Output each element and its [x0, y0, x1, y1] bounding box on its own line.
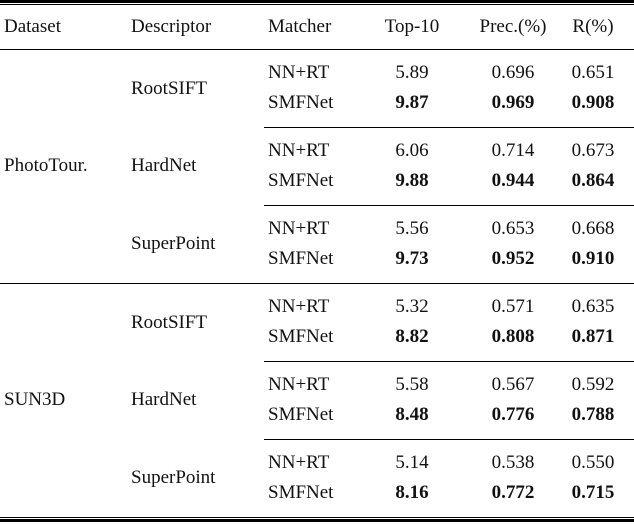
cell-matcher: NN+RT [268, 217, 330, 239]
table-row: SMFNet 9.87 0.969 0.908 [0, 87, 634, 128]
table-row: PhotoTour. RootSIFT NN+RT 5.89 0.696 0.651 [0, 49, 634, 284]
cell-r: 0.550 [571, 451, 615, 473]
cell-prec: 0.571 [491, 295, 535, 317]
cell-r: 0.908 [552, 87, 634, 128]
cell-prec: 0.567 [491, 373, 535, 395]
cell-prec: 0.808 [474, 321, 552, 362]
cell-matcher: NN+RT [268, 373, 330, 395]
bottom-rule-thin [0, 516, 634, 518]
header-row: Dataset Descriptor Matcher Top-10 Prec.(… [0, 5, 634, 50]
column-header-descriptor: Descriptor [131, 15, 212, 37]
cell-prec: 0.952 [474, 243, 552, 284]
cell-r: 0.673 [571, 139, 615, 161]
cell-prec: 0.696 [491, 61, 535, 83]
cell-top10: 9.88 [350, 165, 474, 206]
cell-descriptor: RootSIFT [131, 311, 208, 333]
cell-r: 0.592 [571, 373, 615, 395]
cell-matcher: SMFNet [264, 87, 350, 128]
cell-matcher: SMFNet [264, 165, 350, 206]
column-header-r: R(%) [572, 15, 614, 37]
top-rule-thin [0, 3, 634, 5]
cell-r: 0.651 [571, 61, 615, 83]
column-header-matcher: Matcher [268, 15, 332, 37]
cell-descriptor: SuperPoint [131, 467, 216, 489]
bottom-rule-thick [0, 518, 634, 522]
cell-prec: 0.969 [474, 87, 552, 128]
table-row: HardNet NN+RT 6.06 0.714 0.673 [0, 127, 634, 177]
cell-matcher: SMFNet [264, 399, 350, 440]
cell-top10: 9.87 [350, 87, 474, 128]
cell-matcher: SMFNet [268, 481, 334, 503]
cell-matcher: SMFNet [264, 321, 350, 362]
cell-top10: 8.48 [350, 399, 474, 440]
table-row: SMFNet 9.73 0.952 0.910 [0, 243, 634, 284]
table-row: SMFNet 8.48 0.776 0.788 [0, 399, 634, 440]
cell-prec: 0.538 [491, 451, 535, 473]
cell-prec: 0.772 [491, 481, 535, 503]
cell-r: 0.864 [552, 165, 634, 206]
cell-prec: 0.653 [491, 217, 535, 239]
cell-descriptor: SuperPoint [126, 205, 264, 284]
cell-matcher: NN+RT [268, 451, 330, 473]
table-row: SMFNet 9.88 0.944 0.864 [0, 165, 634, 206]
table-row: SMFNet 8.16 0.772 0.715 [0, 478, 634, 517]
top-rule-gap [0, 2, 634, 4]
cell-top10: 5.56 [395, 217, 429, 239]
cell-top10: 8.82 [350, 321, 474, 362]
cell-top10: 5.32 [395, 295, 429, 317]
cell-prec: 0.944 [474, 165, 552, 206]
cell-top10: 9.73 [350, 243, 474, 284]
cell-matcher: SMFNet [264, 243, 350, 284]
cell-top10: 5.14 [395, 451, 429, 473]
top-rule-thick [0, 0, 634, 3]
cell-r: 0.871 [552, 321, 634, 362]
cell-dataset: PhotoTour. [0, 49, 126, 284]
cell-matcher: NN+RT [268, 61, 330, 83]
cell-descriptor: HardNet [131, 389, 197, 411]
table-row: SMFNet 8.82 0.808 0.871 [0, 321, 634, 362]
cell-top10: 6.06 [395, 139, 429, 161]
table-row: HardNet NN+RT 5.58 0.567 0.592 [0, 361, 634, 411]
cell-r: 0.668 [571, 217, 615, 239]
cell-r: 0.635 [571, 295, 615, 317]
cell-descriptor: HardNet [131, 155, 197, 177]
bottom-rule-gap [0, 517, 634, 519]
cell-top10: 5.58 [395, 373, 429, 395]
column-header-prec: Prec.(%) [479, 15, 547, 37]
cell-dataset: SUN3D [4, 389, 66, 411]
table-body: PhotoTour. RootSIFT NN+RT 5.89 0.696 0.651 SMF… [0, 49, 634, 517]
cell-matcher: NN+RT [268, 295, 330, 317]
cell-r: 0.788 [552, 399, 634, 440]
cell-matcher: NN+RT [268, 139, 330, 161]
table-row: SuperPoint NN+RT 5.14 0.538 0.550 [0, 439, 634, 488]
table-row: SUN3D RootSIFT NN+RT 5.32 0.571 0.635 [0, 283, 634, 411]
cell-prec: 0.714 [491, 139, 535, 161]
cell-r: 0.910 [552, 243, 634, 284]
column-header-dataset: Dataset [4, 15, 61, 37]
cell-descriptor: RootSIFT [131, 77, 208, 99]
cell-r: 0.715 [571, 481, 615, 503]
cell-prec: 0.776 [474, 399, 552, 440]
table-row: SuperPoint NN+RT 5.56 0.653 0.668 [0, 205, 634, 284]
column-header-top10: Top-10 [384, 15, 440, 37]
table-header: Dataset Descriptor Matcher Top-10 Prec.(… [0, 5, 634, 50]
results-table: Dataset Descriptor Matcher Top-10 Prec.(… [0, 5, 634, 517]
cell-top10: 5.89 [395, 61, 429, 83]
cell-top10: 8.16 [395, 481, 429, 503]
